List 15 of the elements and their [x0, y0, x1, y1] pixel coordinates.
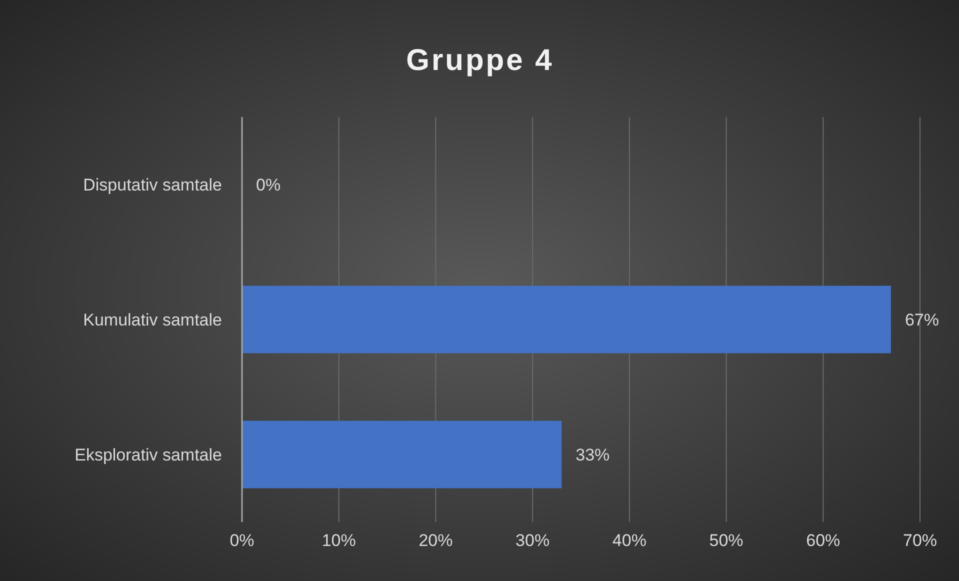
y-tick-label: Disputativ samtale	[83, 175, 222, 194]
data-label: 67%	[904, 310, 939, 330]
x-tick-label: 60%	[806, 531, 840, 550]
x-tick-label: 0%	[230, 531, 254, 550]
x-tick-label: 20%	[418, 531, 453, 550]
x-tick-label: 50%	[709, 531, 744, 550]
x-tick-label: 70%	[902, 531, 938, 550]
data-label: 0%	[256, 175, 281, 194]
y-tick-label: Eksplorativ samtale	[74, 445, 222, 464]
x-tick-label: 30%	[516, 531, 550, 550]
y-tick-label: Kumulativ samtale	[83, 310, 222, 330]
x-tick-label: 10%	[322, 531, 356, 550]
x-tick-label: 40%	[612, 531, 646, 550]
data-label: 33%	[576, 445, 610, 464]
chart-title: Gruppe 4	[406, 44, 554, 77]
